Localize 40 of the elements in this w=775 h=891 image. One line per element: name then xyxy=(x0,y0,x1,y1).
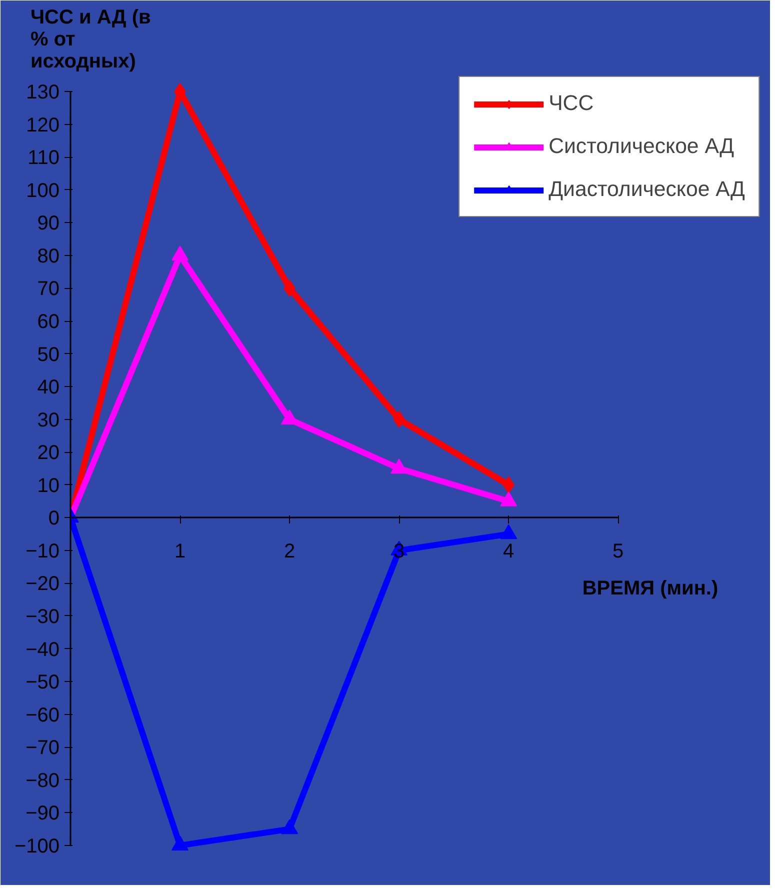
x-tick-label: 1 xyxy=(174,540,186,563)
point xyxy=(500,524,518,540)
x-axis-title: ВРЕМЯ (мин.) xyxy=(582,578,718,600)
y-tick-label: −90 xyxy=(26,802,60,825)
y-tick-label: 30 xyxy=(37,409,60,432)
point xyxy=(172,836,189,851)
point xyxy=(500,492,518,506)
x-tick-label: 2 xyxy=(284,540,296,563)
y-tick-label: 10 xyxy=(37,474,60,497)
y-tick-label: 80 xyxy=(37,245,60,268)
y-tick-label: 50 xyxy=(37,344,60,366)
x-tick-label: 4 xyxy=(503,540,514,563)
y-tick-label: −80 xyxy=(26,770,60,792)
x-tick-label: 3 xyxy=(394,540,405,563)
x-tick-label: 5 xyxy=(612,540,624,563)
y-tick-label: 130 xyxy=(26,82,60,104)
y-tick-label: −50 xyxy=(26,672,60,694)
y-tick-label: −40 xyxy=(26,638,60,661)
y-tick-label: −30 xyxy=(26,606,60,628)
legend-label: Систолическое АД xyxy=(548,134,734,159)
y-axis-title: ЧСС и АД (в % от исходных) xyxy=(30,6,151,72)
point xyxy=(390,458,408,474)
y-tick-label: 40 xyxy=(37,376,60,399)
y-tick-label: −60 xyxy=(26,704,60,726)
legend-label: Диастолическое АД xyxy=(548,177,745,202)
y-tick-label: 110 xyxy=(28,147,60,170)
y-tick-label: 120 xyxy=(26,114,60,136)
y-tick-label: 100 xyxy=(26,180,60,202)
y-tick-label: 20 xyxy=(37,442,60,464)
y-tick-label: 90 xyxy=(37,212,60,235)
legend-label: ЧСС xyxy=(548,91,594,116)
y-tick-label: 60 xyxy=(37,311,60,334)
point xyxy=(172,246,189,261)
y-tick-label: −20 xyxy=(26,573,60,596)
y-tick-label: −70 xyxy=(26,737,60,760)
y-tick-label: 0 xyxy=(48,508,60,530)
y-tick-label: −100 xyxy=(14,835,60,858)
y-tick-label: −10 xyxy=(26,540,60,562)
point xyxy=(281,819,298,834)
y-tick-label: 70 xyxy=(37,278,60,300)
